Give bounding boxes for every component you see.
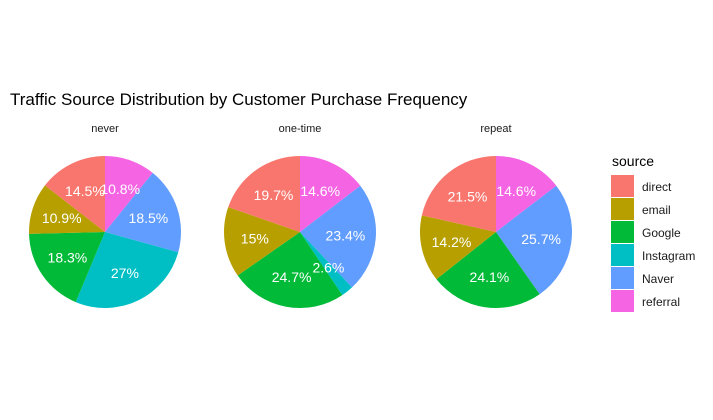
pie-slice-email	[419, 215, 496, 280]
data-label: 10.8%	[100, 181, 140, 197]
legend-label: Instagram	[642, 249, 695, 263]
facet-label: never	[91, 123, 119, 135]
legend-label: direct	[642, 180, 672, 194]
facet-never: never 10.8% 18.5% 27% 18.3% 10.9% 14.5%	[28, 123, 181, 308]
legend-label: Google	[642, 226, 681, 240]
pie-slice-google	[436, 232, 540, 309]
data-label: 27%	[111, 265, 139, 281]
pie-slice-direct	[44, 156, 105, 232]
legend-label: Naver	[642, 272, 674, 286]
data-label: 2.6%	[312, 260, 344, 276]
pie-slice-referral	[300, 156, 361, 232]
pie-slice-naver	[496, 185, 573, 295]
pie-slice-naver	[105, 172, 181, 253]
pie-slice-email	[28, 185, 105, 234]
data-label: 14.2%	[432, 234, 472, 250]
data-label: 21.5%	[448, 188, 488, 204]
legend-key	[611, 267, 634, 289]
facet-label: repeat	[480, 123, 511, 135]
pie-slice-instagram	[300, 232, 353, 296]
pie-slice-direct	[421, 155, 496, 232]
legend: source direct email Google Instagram Naver re…	[611, 153, 695, 312]
legend-item-email: email	[611, 198, 671, 220]
legend-key	[611, 290, 634, 312]
legend-item-instagram: Instagram	[611, 244, 695, 266]
data-label: 15%	[241, 230, 269, 246]
data-label: 14.6%	[300, 183, 340, 199]
pie-slice-google	[237, 232, 343, 309]
legend-key	[611, 244, 634, 266]
pie-slice-instagram	[75, 232, 179, 308]
data-label: 23.4%	[326, 228, 366, 244]
data-label: 19.7%	[254, 187, 294, 203]
data-label: 18.5%	[129, 210, 169, 226]
pie-slice-naver	[300, 185, 376, 288]
legend-item-naver: Naver	[611, 267, 674, 289]
legend-key	[611, 221, 634, 243]
data-label: 24.7%	[272, 269, 312, 285]
legend-item-google: Google	[611, 221, 681, 243]
data-label: 24.1%	[470, 269, 510, 285]
legend-item-referral: referral	[611, 290, 680, 312]
legend-key	[611, 175, 634, 197]
facet-one-time: one-time 14.6% 23.4% 2.6%24.7% 15% 19.7%	[224, 123, 376, 309]
legend-label: referral	[642, 295, 680, 309]
chart-title: Traffic Source Distribution by Customer …	[10, 90, 468, 109]
pie-slice-google	[29, 232, 105, 303]
legend-item-direct: direct	[611, 175, 672, 197]
data-label: 18.3%	[48, 250, 88, 266]
legend-key	[611, 198, 634, 220]
facet-label: one-time	[279, 123, 322, 135]
legend-title: source	[612, 153, 654, 169]
legend-items: direct email Google Instagram Naver referral	[611, 175, 695, 312]
data-label: 14.5%	[65, 183, 105, 199]
pie-slice-direct	[228, 156, 300, 232]
facet-panels: never 10.8% 18.5% 27% 18.3% 10.9% 14.5% one-tim…	[28, 123, 573, 309]
data-label: 25.7%	[521, 231, 561, 247]
pie-slice-email	[224, 207, 300, 276]
data-label: 14.6%	[496, 183, 536, 199]
data-label: 10.9%	[42, 210, 82, 226]
pie-slice-referral	[105, 156, 153, 232]
legend-label: email	[642, 203, 671, 217]
facet-repeat: repeat 14.6% 25.7% 24.1% 14.2% 21.5%	[419, 123, 573, 309]
pie-slice-referral	[496, 156, 557, 232]
